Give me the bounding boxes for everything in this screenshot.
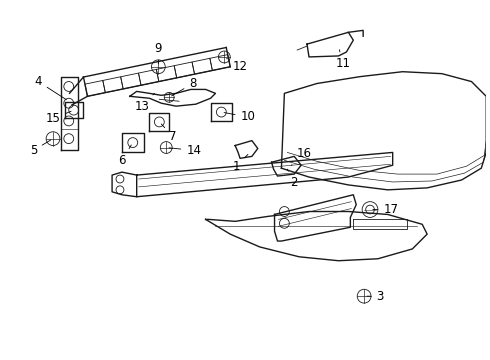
- Text: 7: 7: [161, 124, 177, 143]
- Text: 2: 2: [287, 169, 298, 189]
- Text: 16: 16: [292, 147, 312, 165]
- Text: 5: 5: [29, 140, 50, 157]
- Text: 13: 13: [134, 93, 154, 113]
- Text: 6: 6: [118, 145, 131, 167]
- Text: 9: 9: [155, 41, 162, 64]
- Text: 3: 3: [367, 290, 384, 303]
- Text: 14: 14: [169, 144, 201, 157]
- Text: 15: 15: [46, 111, 71, 125]
- Text: 8: 8: [172, 77, 196, 96]
- Text: 11: 11: [336, 50, 351, 70]
- Text: 17: 17: [373, 203, 398, 216]
- Text: 1: 1: [232, 154, 248, 173]
- Text: 10: 10: [224, 111, 255, 123]
- Text: 12: 12: [227, 58, 247, 73]
- Text: 4: 4: [34, 75, 67, 100]
